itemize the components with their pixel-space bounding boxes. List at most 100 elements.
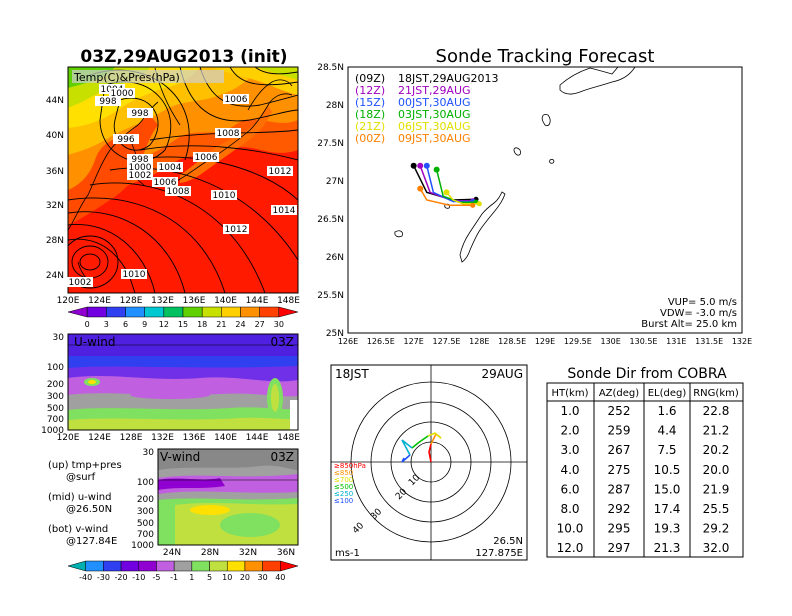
track-lon-tick: 130E: [601, 337, 621, 346]
table-cell: 1.0: [560, 404, 579, 418]
temp-colorbar-tick: 15: [178, 320, 188, 329]
track-legend-code: (15Z): [355, 96, 385, 109]
wind-colorbar-cell: [244, 560, 263, 572]
wind-colorbar-cell: [85, 560, 104, 572]
isobar-label-bg: [127, 108, 153, 118]
table-cell: 17.4: [654, 502, 681, 516]
isobar-label: 1000: [111, 89, 134, 99]
map-lon-tick: 144E: [246, 296, 269, 306]
track-lon-tick: 129.5E: [564, 337, 592, 346]
temp-colorbar-tick: 30: [274, 320, 284, 329]
u-wind-lon-tick: 144E: [246, 433, 269, 443]
isobar-label: 1006: [195, 153, 218, 163]
wind-colorbar-tick: 30: [258, 573, 268, 582]
island-small-1: [394, 230, 403, 238]
u-wind-lon-tick: 120E: [57, 433, 80, 443]
v-wind-p-tick: 500: [137, 519, 154, 529]
wind-colorbar-cell: [262, 560, 281, 572]
isobar-label: 996: [117, 135, 134, 145]
panel-legend: (up) tmp+pres @surf (mid) u-wind @26.50N…: [48, 460, 122, 547]
track-lon-tick: 130.5E: [630, 337, 658, 346]
hodograph: [401, 432, 442, 463]
track-lon-tick: 126.5E: [367, 337, 395, 346]
track-legend-text: 09JST,30AUG: [398, 132, 471, 145]
legend-line-3: (mid) u-wind: [48, 492, 111, 503]
left-title: 03Z,29AUG2013 (init): [80, 47, 287, 67]
temp-colorbar-cell: [259, 306, 280, 318]
table-cell: 19.3: [654, 522, 681, 536]
track-lon-tick: 128E: [469, 337, 489, 346]
island-amami: [541, 114, 551, 127]
wind-colorbar-tick: -40: [79, 573, 92, 582]
table-cell: 3.0: [560, 443, 579, 457]
u-wind-lon-tick: 128E: [120, 433, 143, 443]
track-lat-tick: 27N: [326, 177, 344, 187]
tracking-title: Sonde Tracking Forecast: [436, 46, 655, 67]
wind-colorbar-tick: 40: [275, 573, 285, 582]
table-cell: 1.6: [657, 404, 676, 418]
track-param: Burst Alt= 25.0 km: [641, 319, 737, 330]
map-lon-tick: 120E: [57, 296, 80, 306]
table-cell: 275: [608, 463, 631, 477]
map-lat-tick: 24N: [46, 271, 64, 281]
isobar-label: 1004: [159, 163, 182, 173]
temp-colorbar-tick: 12: [159, 320, 169, 329]
table-cell: 287: [608, 482, 631, 496]
legend-line-2: @surf: [66, 472, 96, 483]
u-wind-lon-tick: 140E: [214, 433, 237, 443]
sonde-dir-title: Sonde Dir from COBRA: [567, 366, 727, 382]
u-wind-p-tick: 300: [47, 392, 64, 402]
wind-colorbar-cell: [226, 560, 246, 572]
polar-time: 18JST: [335, 367, 369, 381]
temp-colorbar-cell: [67, 306, 88, 318]
temp-colorbar-cell: [86, 306, 107, 318]
track-start-point: [417, 185, 424, 192]
wind-colorbar-cell: [209, 560, 228, 572]
wind-colorbar-cell: [173, 560, 193, 572]
u-wind-lon-tick: 148E: [277, 433, 300, 443]
u-wind-p-tick: 100: [47, 363, 64, 373]
u-wind-label: U-wind: [74, 335, 115, 349]
temp-colorbar-cell: [144, 306, 165, 318]
track-start-point: [443, 189, 450, 196]
map-lat-tick: 32N: [46, 201, 64, 211]
track-lon-tick: 132E: [732, 337, 752, 346]
isobar-label-bg: [127, 170, 153, 180]
table-cell: 297: [608, 541, 631, 555]
temp-colorbar-tick: 27: [255, 320, 265, 329]
isobar-label-bg: [127, 154, 153, 164]
polar-level-label: ≤250: [334, 490, 353, 498]
temp-colorbar-tick: 18: [197, 320, 207, 329]
u-wind-p-tick: 200: [47, 380, 64, 390]
track-lat-tick: 27.5N: [317, 139, 344, 149]
isobar-label: 1010: [123, 270, 146, 280]
isobar-label: 1002: [69, 278, 92, 288]
track-legend-text: 06JST,30AUG: [398, 120, 471, 133]
table-cell: 25.5: [703, 502, 730, 516]
table-cell: 292: [608, 502, 631, 516]
wind-colorbar-cell: [120, 560, 140, 572]
map-lon-tick: 124E: [88, 296, 111, 306]
track-line: [419, 188, 473, 207]
table-cell: 259: [608, 424, 631, 438]
temp-colorbar-cell: [182, 306, 203, 318]
u-wind-time: 03Z: [271, 335, 295, 349]
v-wind-lat-tick: 36N: [277, 548, 295, 558]
u-wind-lon-tick: 124E: [88, 433, 111, 443]
map-lat-tick: 28N: [46, 236, 64, 246]
isobar-label-bg: [215, 128, 241, 138]
wind-colorbar-cell: [103, 560, 122, 572]
table-cell: 20.2: [703, 443, 730, 457]
track-legend-code: (12Z): [355, 84, 385, 97]
temp-colorbar-tick: 21: [216, 320, 226, 329]
isobar-label-bg: [223, 94, 249, 104]
v-wind-p-tick: 100: [137, 478, 154, 488]
u-wind-p-tick: 30: [53, 333, 65, 343]
polar-loc-lon: 127.875E: [475, 548, 523, 559]
table-cell: 267: [608, 443, 631, 457]
map-lon-tick: 136E: [183, 296, 206, 306]
table-cell: 20.0: [703, 463, 730, 477]
isobar-label-bg: [223, 224, 249, 234]
